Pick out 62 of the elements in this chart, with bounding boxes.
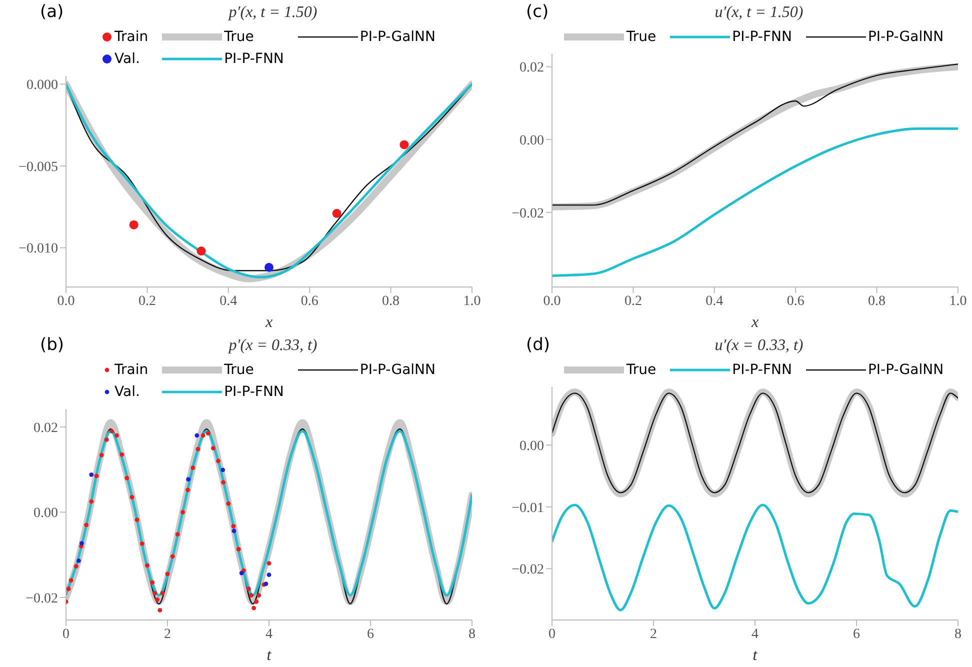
x-tick-label: 2 (164, 626, 171, 642)
legend-label: PI-P-FNN (732, 362, 792, 378)
x-axis-title: x (750, 314, 759, 331)
y-tick-label: −0.010 (18, 242, 58, 257)
x-axis-title: t (266, 647, 272, 664)
legend-label: Val. (114, 51, 140, 67)
y-tick-label: 0.02 (34, 420, 58, 436)
y-tick-label: 0.02 (520, 60, 544, 76)
legend-label: True (626, 362, 656, 378)
chart-title: u′(x = 0.33, t) (714, 337, 804, 354)
x-tick-label: 0.4 (706, 294, 724, 309)
x-tick-label: 8 (954, 626, 962, 642)
chart-title: p′(x, t = 1.50) (228, 4, 318, 21)
legend-label: PI-P-GalNN (868, 29, 944, 45)
x-tick-label: 0.0 (57, 294, 75, 309)
x-tick-label: 2 (650, 626, 657, 642)
x-tick-label: 0.6 (786, 294, 804, 309)
x-tick-label: 0.6 (300, 294, 318, 309)
x-tick-label: 0 (62, 626, 70, 642)
x-axis-title: t (752, 647, 758, 664)
x-tick-label: 0.2 (138, 294, 156, 309)
x-tick-label: 0.0 (543, 294, 561, 309)
y-tick-label: 0.00 (520, 134, 544, 149)
x-tick-label: 0.8 (382, 294, 400, 309)
y-tick-label: −0.02 (26, 591, 58, 606)
legend-label: True (224, 29, 254, 45)
x-tick-label: 4 (266, 626, 272, 642)
chart-title: p′(x = 0.33, t) (228, 337, 318, 354)
y-tick-label: −0.02 (512, 562, 544, 578)
y-tick-label: −0.005 (18, 160, 58, 175)
x-tick-label: 4 (752, 626, 758, 642)
legend-label: Val. (114, 384, 140, 400)
legend-label: PI-P-FNN (224, 384, 284, 400)
legend-label: PI-P-GalNN (360, 362, 436, 378)
legend-label: Train (114, 362, 148, 378)
chart-title: u′(x, t = 1.50) (714, 4, 804, 21)
x-tick-label: 8 (468, 626, 476, 642)
legend-label: True (224, 362, 254, 378)
legend-label: PI-P-GalNN (360, 29, 436, 45)
legend-label: PI-P-FNN (224, 51, 284, 67)
y-tick-label: −0.01 (512, 500, 544, 516)
text: (b) (40, 335, 64, 355)
legend-label: True (626, 29, 656, 45)
y-tick-label: 0.00 (520, 439, 544, 454)
legend-label: PI-P-FNN (732, 29, 792, 45)
y-tick-label: 0.00 (34, 506, 58, 522)
x-tick-label: 0 (548, 626, 556, 642)
text: (c) (526, 2, 549, 22)
text: (d) (526, 335, 550, 355)
x-tick-label: 6 (367, 626, 374, 642)
y-tick-label: −0.02 (512, 206, 544, 222)
legend-label: Train (114, 29, 148, 45)
x-axis-title: x (264, 314, 273, 331)
y-tick-label: 0.000 (26, 78, 58, 94)
x-tick-label: 6 (853, 626, 860, 642)
legend-label: PI-P-GalNN (868, 362, 944, 378)
x-tick-label: 0.2 (624, 294, 642, 309)
x-tick-label: 0.4 (220, 294, 238, 309)
x-tick-label: 0.8 (868, 294, 886, 309)
text: (a) (40, 2, 64, 22)
x-tick-label: 1.0 (463, 294, 481, 309)
x-tick-label: 1.0 (949, 294, 967, 309)
